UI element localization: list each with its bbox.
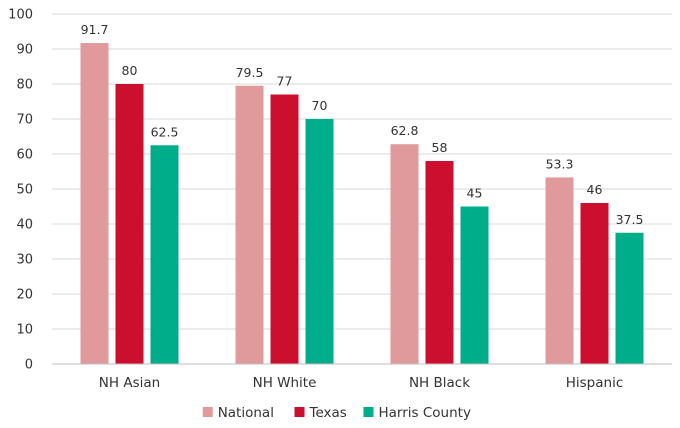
bar-harris-county-nh-black — [460, 206, 489, 364]
legend-label-national: National — [218, 405, 274, 421]
y-tick-label-40: 40 — [16, 218, 33, 233]
x-category-label-hispanic: Hispanic — [566, 375, 624, 391]
bar-texas-nh-asian — [115, 84, 144, 364]
data-label-harris-county-nh-black: 45 — [467, 186, 483, 201]
bar-national-nh-black — [390, 144, 419, 364]
data-label-national-hispanic: 53.3 — [546, 156, 574, 171]
legend-swatch-harris-county — [363, 407, 374, 417]
y-tick-label-30: 30 — [16, 253, 33, 268]
data-label-texas-nh-white: 77 — [277, 74, 293, 89]
y-tick-label-90: 90 — [16, 43, 33, 58]
data-label-harris-county-nh-white: 70 — [312, 98, 328, 113]
y-tick-label-50: 50 — [16, 183, 33, 198]
bar-texas-nh-white — [270, 94, 299, 364]
data-label-harris-county-nh-asian: 62.5 — [151, 124, 179, 139]
y-tick-label-80: 80 — [16, 78, 33, 93]
bar-texas-nh-black — [425, 161, 454, 364]
bar-harris-county-nh-white — [305, 119, 334, 364]
legend-swatch-texas — [294, 407, 305, 417]
x-axis: NH Asian NH White NH Black Hispanic — [52, 363, 672, 391]
bar-national-nh-white — [235, 85, 264, 364]
bar-national-nh-asian — [80, 43, 109, 365]
data-label-national-nh-white: 79.5 — [236, 65, 264, 80]
bar-harris-county-hispanic — [615, 232, 644, 364]
y-tick-label-20: 20 — [16, 288, 33, 303]
bars — [80, 43, 644, 365]
data-label-national-nh-black: 62.8 — [391, 123, 419, 138]
x-category-label-nh-black: NH Black — [409, 375, 470, 391]
y-tick-label-60: 60 — [16, 148, 33, 163]
legend-label-harris-county: Harris County — [379, 405, 471, 421]
gridlines — [52, 13, 672, 330]
bar-harris-county-nh-asian — [150, 145, 179, 364]
data-label-texas-nh-asian: 80 — [122, 63, 138, 78]
legend-label-texas: Texas — [309, 405, 347, 421]
x-category-label-nh-white: NH White — [253, 375, 317, 391]
bar-national-hispanic — [545, 177, 574, 364]
legend: National Texas Harris County — [202, 405, 471, 421]
y-tick-label-100: 100 — [8, 8, 33, 23]
y-tick-label-70: 70 — [16, 113, 33, 128]
bar-texas-hispanic — [580, 203, 609, 364]
x-category-label-nh-asian: NH Asian — [99, 375, 160, 391]
data-label-texas-nh-black: 58 — [432, 140, 448, 155]
data-label-texas-hispanic: 46 — [587, 182, 603, 197]
legend-swatch-national — [202, 407, 213, 417]
y-tick-label-10: 10 — [16, 323, 33, 338]
data-label-harris-county-hispanic: 37.5 — [616, 212, 644, 227]
y-axis: 0 10 20 30 40 50 60 70 80 90 100 — [8, 8, 33, 373]
data-labels: 91.7 80 62.5 79.5 77 70 62.8 58 45 53.3 46 37.5 — [81, 22, 644, 227]
y-tick-label-0: 0 — [25, 358, 33, 373]
data-label-national-nh-asian: 91.7 — [81, 22, 109, 37]
